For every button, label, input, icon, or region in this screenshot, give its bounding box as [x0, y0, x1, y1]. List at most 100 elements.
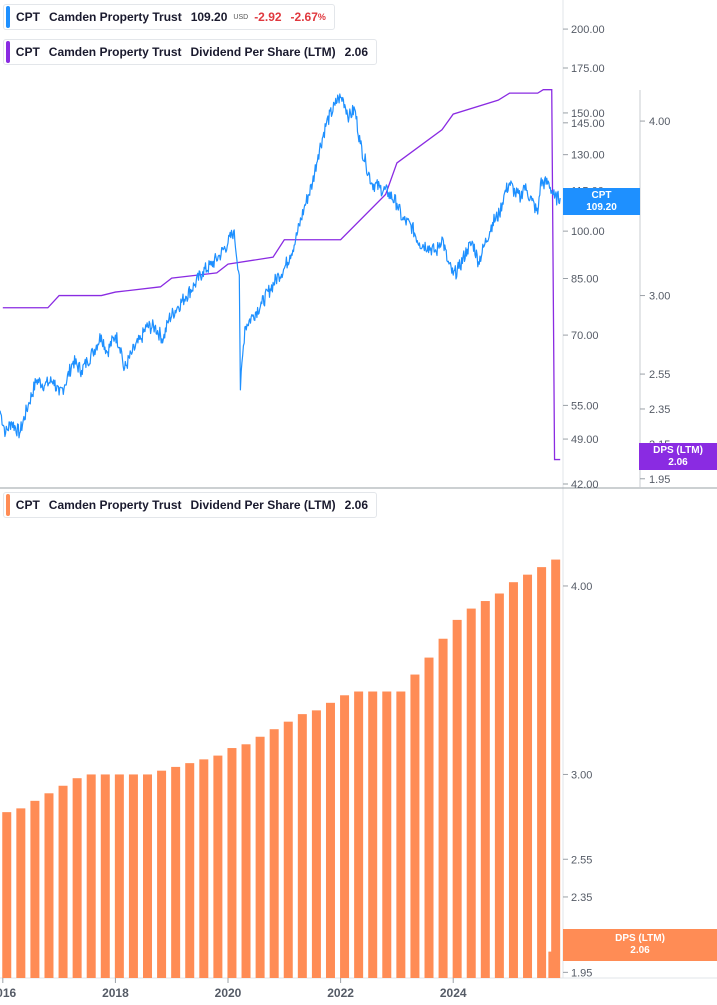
- dps-bar: [354, 691, 364, 978]
- dps-bar: [537, 567, 547, 978]
- price-series-swatch: [6, 6, 10, 28]
- dps-badge-bottom: DPS (LTM) 2.06: [563, 929, 717, 961]
- dps-bar: [30, 800, 40, 978]
- dps-bar: [86, 774, 96, 978]
- dps-line-swatch: [6, 41, 10, 63]
- dps-line-layer: [2, 89, 561, 461]
- dps-bar-swatch: [6, 494, 10, 516]
- dps-bar: [58, 785, 68, 978]
- dps-bar: [424, 657, 434, 978]
- dps-bar: [410, 674, 420, 978]
- dps-tick-label: 4.00: [649, 116, 670, 128]
- dps-bar: [452, 619, 462, 978]
- dps-bar: [269, 729, 279, 978]
- legend-company-name: Camden Property Trust: [49, 10, 182, 24]
- legend-value: 2.06: [344, 45, 368, 59]
- dps-bar: [143, 774, 153, 978]
- dps-axis-top: 1.952.152.352.553.004.00: [639, 90, 670, 488]
- dps-legend-bottom[interactable]: CPT Camden Property Trust Dividend Per S…: [3, 492, 377, 518]
- bar-tick-label: 3.00: [571, 769, 592, 781]
- x-tick-label: 2022: [327, 986, 354, 1000]
- dps-bar: [114, 774, 124, 978]
- legend-ticker: CPT: [15, 45, 40, 59]
- dps-legend-top[interactable]: CPT Camden Property Trust Dividend Per S…: [3, 39, 377, 65]
- legend-metric: Dividend Per Share (LTM): [190, 498, 336, 512]
- dps-bar: [241, 744, 251, 978]
- dps-series-line: [2, 89, 561, 461]
- x-tick-label: 2020: [215, 986, 242, 1000]
- dps-bar: [128, 774, 138, 978]
- dps-bar-latest: [548, 951, 558, 978]
- dps-bar: [466, 608, 476, 978]
- dps-tick-label: 2.35: [649, 404, 670, 416]
- dps-bar: [325, 702, 335, 978]
- price-tick-label: 200.00: [571, 24, 605, 36]
- dps-bar: [340, 695, 350, 978]
- legend-change: -2.92: [254, 10, 282, 24]
- bar-tick-label: 2.35: [571, 892, 592, 904]
- price-tick-label: 130.00: [571, 150, 605, 162]
- dps-bar: [227, 748, 237, 978]
- dps-tick-label: 3.00: [649, 291, 670, 303]
- price-tick-label: 49.00: [571, 434, 599, 446]
- dps-tick-label: 1.95: [649, 474, 670, 486]
- price-badge-ticker: CPT: [591, 189, 612, 201]
- dps-axis-bottom: 1.952.152.352.553.004.00: [563, 581, 592, 979]
- price-legend[interactable]: CPT Camden Property Trust 109.20 USD -2.…: [3, 4, 335, 30]
- price-tick-label: 85.00: [571, 274, 599, 286]
- bar-tick-label: 1.95: [571, 967, 592, 979]
- x-tick-label: 2018: [102, 986, 129, 1000]
- legend-price: 109.20: [190, 10, 228, 24]
- dps-badge-top: DPS (LTM) 2.06: [639, 443, 717, 470]
- price-tick-label: 145.00: [571, 118, 605, 130]
- dps-bar: [171, 766, 181, 978]
- price-badge: CPT 109.20: [563, 188, 640, 215]
- legend-change-percent: -2.67: [290, 10, 318, 24]
- dps-bar: [438, 638, 448, 978]
- price-tick-label: 175.00: [571, 63, 605, 75]
- price-tick-label: 70.00: [571, 330, 599, 342]
- dps-bars: [2, 559, 561, 978]
- dps-bar: [382, 691, 392, 978]
- legend-metric: Dividend Per Share (LTM): [190, 45, 336, 59]
- dps-bar: [255, 736, 265, 978]
- bar-tick-label: 2.55: [571, 854, 592, 866]
- dps-bar: [551, 559, 561, 978]
- dps-bar: [368, 691, 378, 978]
- legend-ticker: CPT: [15, 498, 40, 512]
- dps-badge-label: DPS (LTM): [653, 444, 703, 456]
- price-badge-value: 109.20: [586, 201, 617, 213]
- legend-company-name: Camden Property Trust: [48, 498, 182, 512]
- dps-badge-value: 2.06: [630, 945, 650, 956]
- dps-bar: [100, 774, 110, 978]
- x-axis: 2016 2018 2020 2022 2024: [0, 978, 467, 1000]
- dps-tick-label: 2.55: [649, 369, 670, 381]
- legend-currency: USD: [233, 13, 249, 21]
- dps-bar: [494, 593, 504, 978]
- dps-bar: [508, 582, 518, 978]
- dps-badge-label: DPS (LTM): [615, 933, 665, 944]
- legend-ticker: CPT: [16, 10, 40, 24]
- legend-percent-sign: %: [317, 12, 326, 22]
- x-tick-label: 2016: [0, 986, 16, 1000]
- dps-bar: [213, 755, 223, 978]
- dps-bar: [523, 574, 533, 978]
- dps-bar: [44, 793, 54, 978]
- price-tick-label: 55.00: [571, 400, 599, 412]
- price-tick-label: 42.00: [571, 479, 599, 491]
- dps-bar: [297, 714, 307, 978]
- legend-company-name: Camden Property Trust: [48, 45, 182, 59]
- price-tick-label: 150.00: [571, 108, 605, 120]
- x-tick-label: 2024: [440, 986, 467, 1000]
- dps-bar: [283, 721, 293, 978]
- legend-value: 2.06: [344, 498, 368, 512]
- price-series-line: [0, 93, 561, 439]
- dps-bar: [396, 691, 406, 978]
- dps-bar: [185, 763, 195, 978]
- price-axis: 42.0049.0055.0070.0085.00100.00115.00130…: [563, 24, 605, 491]
- bar-tick-label: 4.00: [571, 581, 592, 593]
- price-line-layer: [0, 93, 561, 439]
- dps-bar: [480, 601, 490, 978]
- dps-bar: [311, 710, 321, 978]
- dps-bar: [16, 808, 26, 978]
